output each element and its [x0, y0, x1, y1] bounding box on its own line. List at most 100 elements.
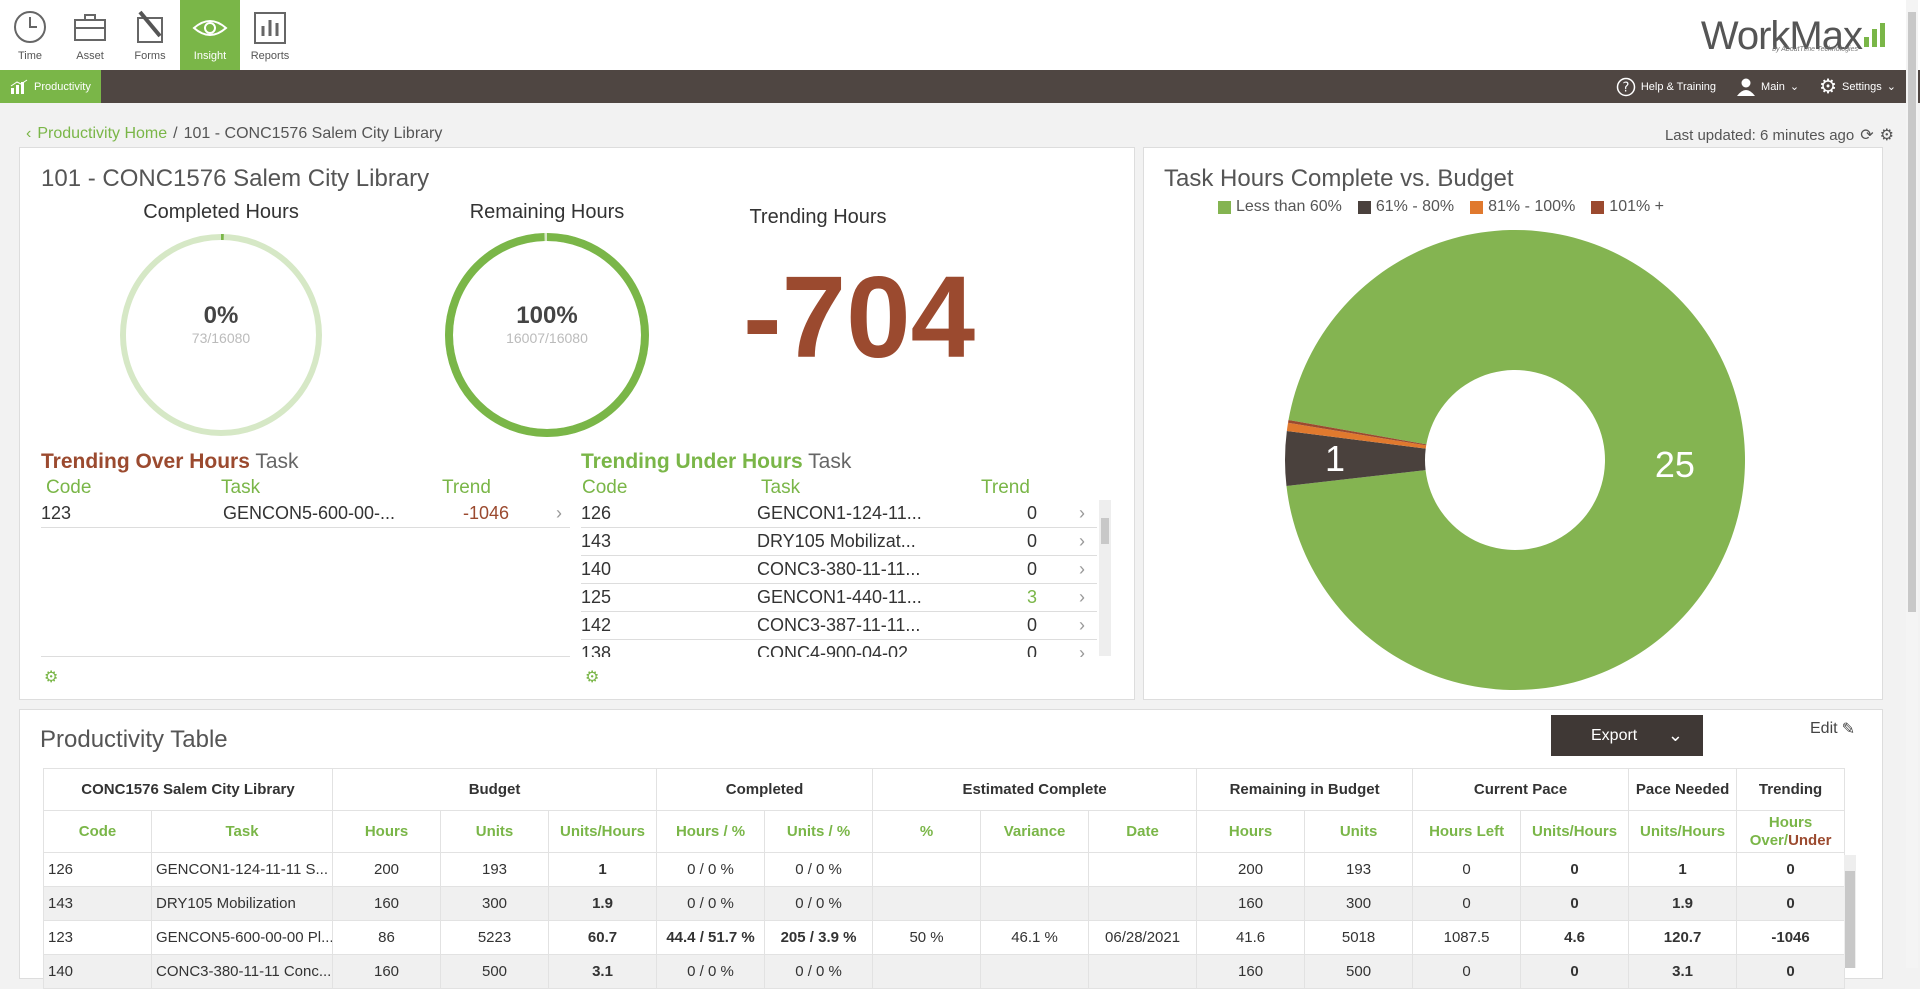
donut-slice[interactable]	[1288, 420, 1427, 446]
table-cell: 193	[1304, 852, 1414, 887]
table-cell: 123	[43, 920, 152, 955]
table-cell	[1088, 954, 1198, 989]
under-row-code: 140	[581, 559, 612, 579]
column-header[interactable]: Date	[1088, 810, 1198, 853]
under-row[interactable]: 143 DRY105 Mobilizat... 0 ›	[581, 528, 1097, 556]
help-training-link[interactable]: ? Help & Training	[1616, 77, 1716, 97]
over-header-task: Task	[221, 477, 261, 498]
user-menu[interactable]: Main ⌄	[1736, 78, 1799, 96]
chevron-right-icon[interactable]: ›	[1079, 643, 1085, 657]
breadcrumb-home-link[interactable]: Productivity Home	[37, 125, 168, 142]
gear-icon[interactable]: ⚙	[585, 669, 600, 686]
page-scrollbar[interactable]	[1906, 0, 1918, 968]
under-row[interactable]: 138 CONC4-900-04-02... 0 ›	[581, 640, 1097, 657]
donut-slice-label: 1	[1325, 438, 1345, 479]
chevron-right-icon[interactable]: ›	[556, 503, 562, 523]
table-cell: 160	[332, 886, 442, 921]
column-header[interactable]: Hours Left	[1412, 810, 1522, 853]
export-button-label: Export	[1591, 726, 1638, 744]
back-chevron-icon[interactable]: ‹	[26, 125, 32, 142]
table-cell: 500	[440, 954, 550, 989]
column-header[interactable]: Units/Hours	[548, 810, 658, 853]
group-header-trending: Trending	[1736, 768, 1846, 811]
table-cell: 86	[332, 920, 442, 955]
column-header[interactable]: Variance	[980, 810, 1090, 853]
table-cell: 0	[1412, 852, 1522, 887]
trending-over-title-light: Task	[249, 450, 299, 473]
under-row[interactable]: 126 GENCON1-124-11... 0 ›	[581, 500, 1097, 528]
under-header-trend: Trend	[981, 477, 1030, 498]
gear-icon[interactable]: ⚙	[1879, 127, 1894, 144]
table-cell: 300	[440, 886, 550, 921]
completed-ratio: 73/16080	[191, 330, 251, 346]
group-header-remaining: Remaining in Budget	[1196, 768, 1414, 811]
table-cell: 0	[1412, 954, 1522, 989]
column-header[interactable]: %	[872, 810, 982, 853]
table-cell: 0	[1520, 886, 1630, 921]
legend-item[interactable]: Less than 60%	[1218, 198, 1342, 216]
column-header[interactable]: Units/Hours	[1520, 810, 1630, 853]
donut-slice[interactable]	[1286, 229, 1745, 690]
table-cell	[872, 886, 982, 921]
chevron-right-icon[interactable]: ›	[1079, 615, 1085, 635]
nav-forms[interactable]: Forms	[120, 0, 180, 70]
table-cell	[872, 954, 982, 989]
table-scroll-thumb[interactable]	[1845, 871, 1855, 968]
column-header[interactable]: Hours	[332, 810, 442, 853]
column-header[interactable]: Units / %	[764, 810, 874, 853]
table-row[interactable]: 126 GENCON1-124-11-11 S... 200 193 1 0 / 0 % 0…	[43, 852, 1846, 887]
over-row[interactable]: 123 GENCON5-600-00-... -1046 ›	[41, 500, 570, 528]
refresh-icon[interactable]: ⟳	[1860, 127, 1874, 144]
donut-slice[interactable]	[1286, 422, 1427, 449]
table-cell: 50 %	[872, 920, 982, 955]
chevron-right-icon[interactable]: ›	[1079, 559, 1085, 579]
productivity-tab[interactable]: Productivity	[0, 70, 101, 103]
legend-swatch	[1591, 200, 1605, 214]
nav-reports[interactable]: Reports	[240, 0, 300, 70]
breadcrumb-separator: /	[173, 125, 178, 142]
column-header[interactable]: Units/Hours	[1628, 810, 1738, 853]
column-header[interactable]: Units	[440, 810, 550, 853]
chevron-right-icon[interactable]: ›	[1079, 503, 1085, 523]
under-row-trend: 3	[1027, 587, 1038, 607]
chevron-right-icon[interactable]: ›	[1079, 587, 1085, 607]
under-scrollbar[interactable]	[1099, 500, 1111, 656]
legend-item[interactable]: 81% - 100%	[1470, 198, 1575, 216]
donut-slice-label: 25	[1655, 444, 1695, 485]
column-header[interactable]: Code	[43, 810, 152, 853]
column-header[interactable]: Units	[1304, 810, 1414, 853]
column-header[interactable]: Task	[150, 810, 334, 853]
remaining-gauge-text: 100% 16007/16080	[447, 302, 647, 346]
nav-asset[interactable]: Asset	[60, 0, 120, 70]
under-row[interactable]: 140 CONC3-380-11-11... 0 ›	[581, 556, 1097, 584]
edit-button[interactable]: Edit ✎	[1810, 719, 1855, 739]
under-row[interactable]: 125 GENCON1-440-11... 3 ›	[581, 584, 1097, 612]
under-scroll-thumb[interactable]	[1101, 518, 1109, 544]
last-updated: Last updated: 6 minutes ago ⟳ ⚙	[1665, 125, 1894, 145]
gear-icon[interactable]: ⚙	[44, 669, 59, 686]
settings-menu[interactable]: ⚙ Settings ⌄	[1819, 74, 1896, 99]
under-row-trend: 0	[1027, 559, 1038, 579]
under-row[interactable]: 142 CONC3-387-11-11... 0 ›	[581, 612, 1097, 640]
column-header[interactable]: Hours	[1196, 810, 1306, 853]
over-row-trend: -1046	[463, 503, 510, 523]
settings-menu-label: Settings	[1842, 80, 1882, 93]
donut-slice[interactable]	[1285, 430, 1426, 486]
table-row[interactable]: 140 CONC3-380-11-11 Conc... 160 500 3.1 0 / 0…	[43, 954, 1846, 989]
nav-insight[interactable]: Insight	[180, 0, 240, 70]
table-cell: 1087.5	[1412, 920, 1522, 955]
export-button[interactable]: Export ⌄	[1551, 715, 1703, 756]
legend-item[interactable]: 101% +	[1591, 198, 1664, 216]
page-scroll-thumb[interactable]	[1908, 12, 1916, 612]
column-header[interactable]: Hours / %	[656, 810, 766, 853]
chevron-right-icon[interactable]: ›	[1079, 531, 1085, 551]
under-row-task: CONC3-380-11-11...	[757, 559, 921, 579]
nav-time[interactable]: Time	[0, 0, 60, 70]
trending-hours-value: -704	[743, 252, 976, 382]
table-row[interactable]: 143 DRY105 Mobilization 160 300 1.9 0 / 0 % 0 …	[43, 886, 1846, 921]
column-header-trending[interactable]: Hours Over/Under	[1736, 810, 1846, 853]
table-scrollbar[interactable]	[1844, 855, 1856, 968]
legend-item[interactable]: 61% - 80%	[1357, 198, 1454, 216]
under-row-task: DRY105 Mobilizat...	[757, 531, 916, 551]
table-row[interactable]: 123 GENCON5-600-00-00 Pl... 86 5223 60.7 44.4…	[43, 920, 1846, 955]
